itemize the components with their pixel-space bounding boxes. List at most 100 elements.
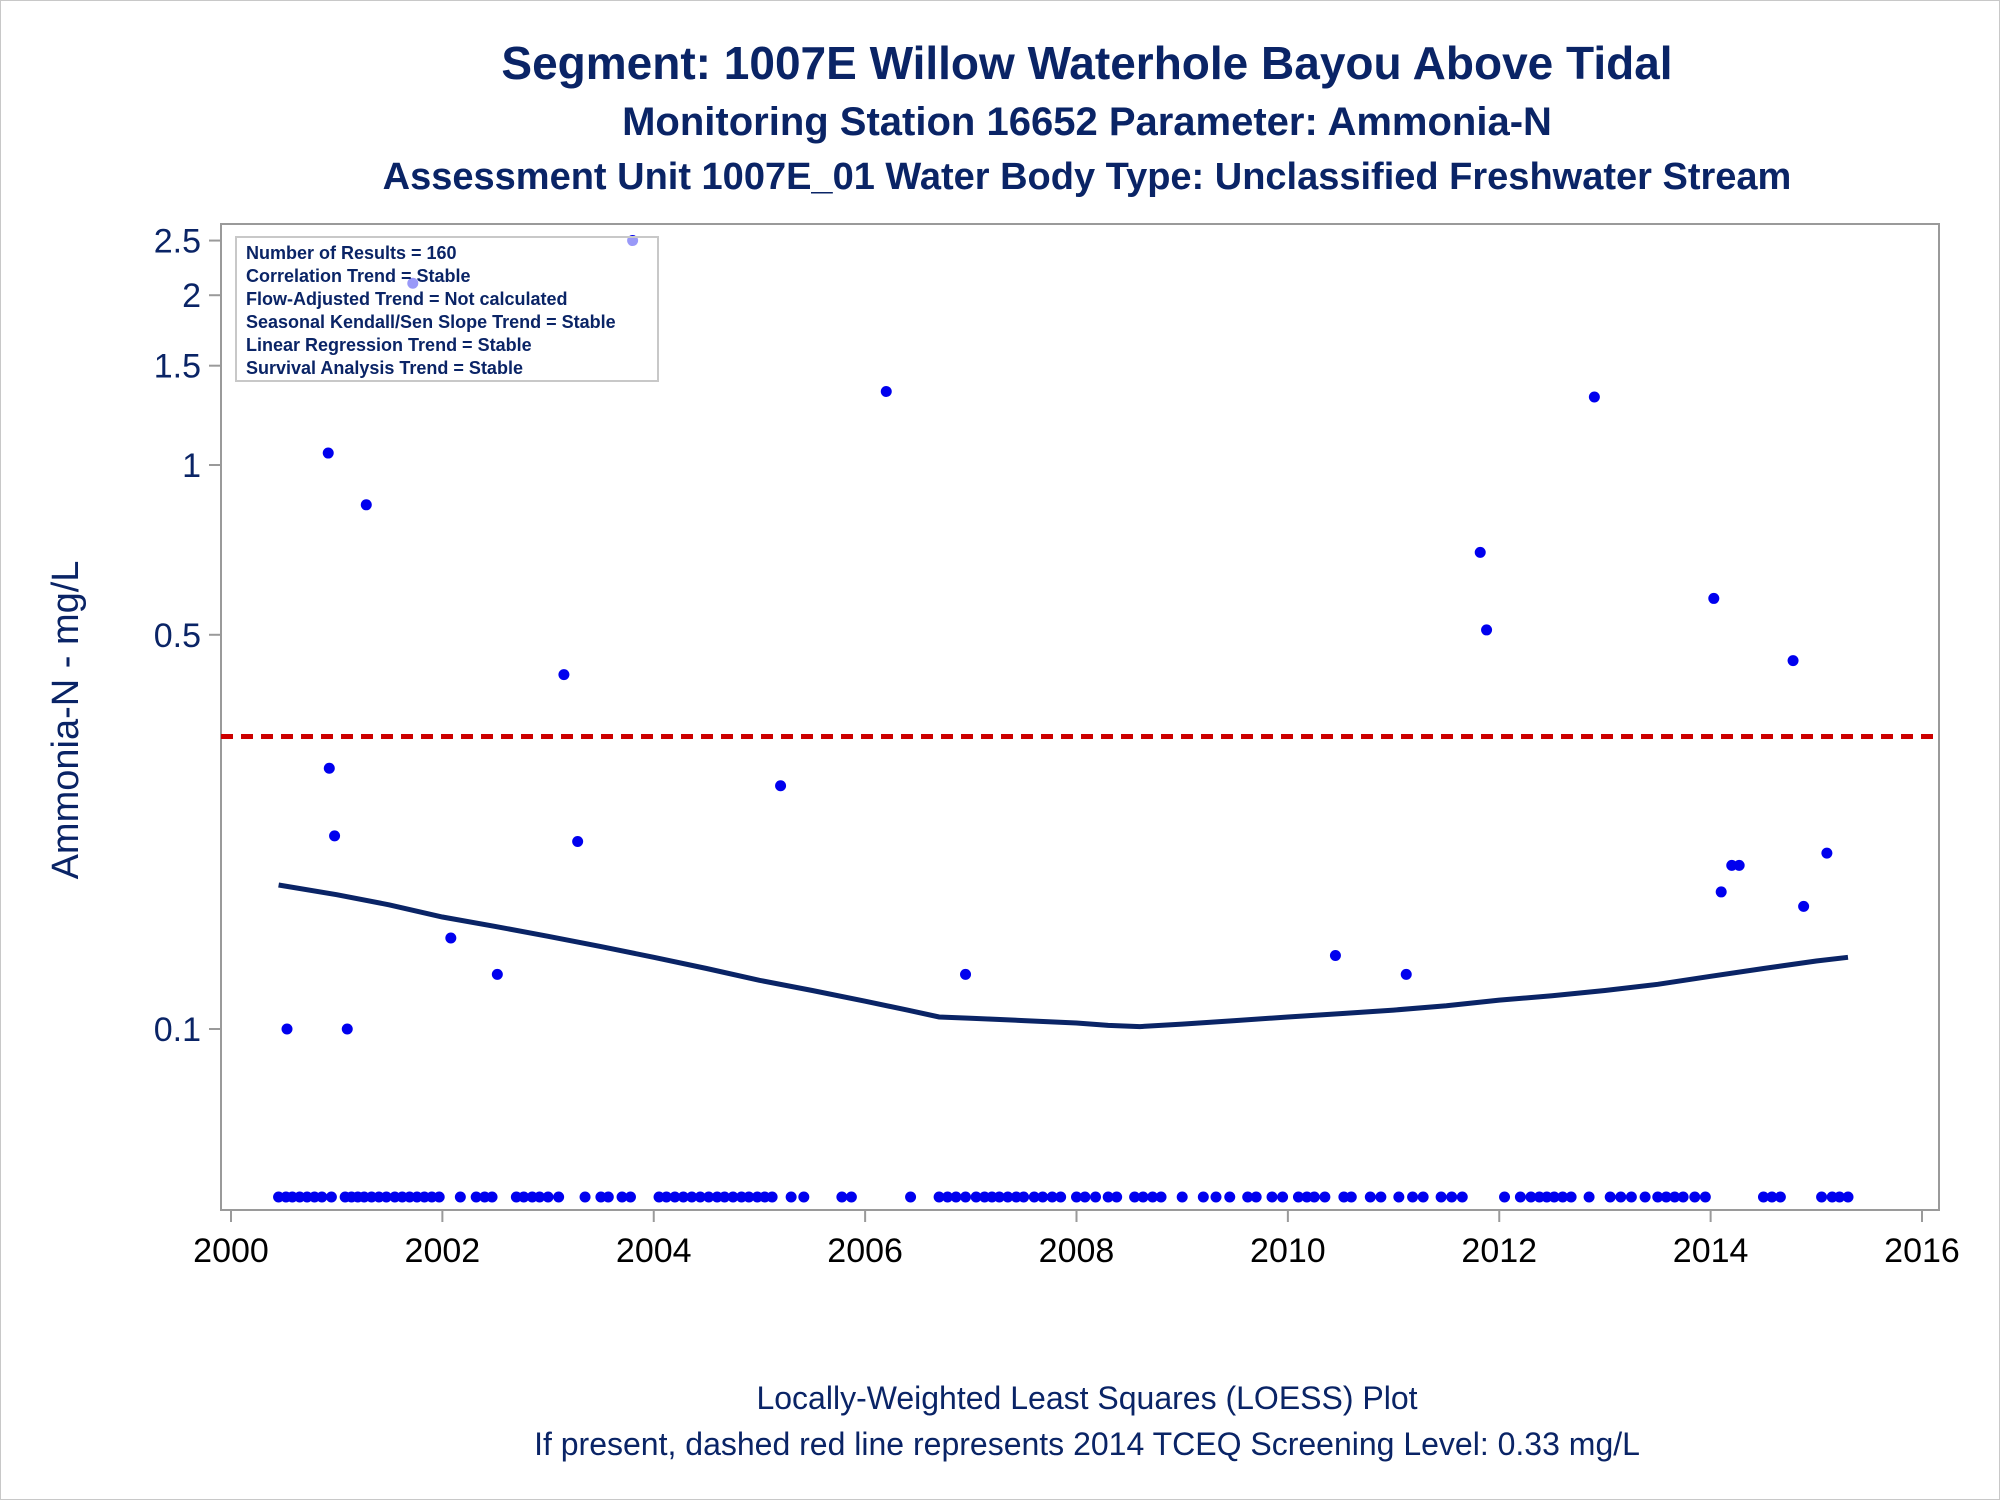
y-tick-label: 2 bbox=[182, 277, 201, 315]
data-point bbox=[281, 1023, 293, 1035]
y-tick-label: 2.5 bbox=[154, 223, 201, 261]
non-detect-point bbox=[1689, 1191, 1701, 1203]
non-detect-point bbox=[1393, 1191, 1405, 1203]
x-tick-label: 2004 bbox=[616, 1232, 692, 1270]
non-detect-point bbox=[1525, 1191, 1537, 1203]
y-tick-label: 1.5 bbox=[154, 348, 201, 386]
data-point bbox=[880, 385, 892, 397]
non-detect-point bbox=[1565, 1191, 1577, 1203]
plot-area-frame bbox=[220, 223, 1940, 1211]
x-tick-label: 2012 bbox=[1461, 1232, 1537, 1270]
non-detect-point bbox=[993, 1191, 1005, 1203]
non-detect-point bbox=[1319, 1191, 1331, 1203]
non-detect-point bbox=[1417, 1191, 1429, 1203]
non-detect-point bbox=[616, 1191, 628, 1203]
non-detect-point bbox=[1499, 1191, 1511, 1203]
non-detect-point bbox=[553, 1191, 565, 1203]
non-detect-point bbox=[686, 1191, 698, 1203]
non-detect-point bbox=[1129, 1191, 1141, 1203]
non-detect-point bbox=[1155, 1191, 1167, 1203]
non-detect-point bbox=[1046, 1191, 1058, 1203]
data-point bbox=[558, 669, 570, 681]
non-detect-point bbox=[1090, 1191, 1102, 1203]
non-detect-point bbox=[1834, 1191, 1846, 1203]
non-detect-point bbox=[534, 1191, 546, 1203]
non-detect-point bbox=[624, 1191, 636, 1203]
x-tick-label: 2014 bbox=[1673, 1232, 1749, 1270]
non-detect-point bbox=[785, 1191, 797, 1203]
non-detect-point bbox=[933, 1191, 945, 1203]
data-point bbox=[1821, 847, 1833, 859]
non-detect-point bbox=[1652, 1191, 1664, 1203]
loess-curve bbox=[278, 882, 1849, 1030]
non-detect-point bbox=[1757, 1191, 1769, 1203]
data-point bbox=[341, 1023, 353, 1035]
non-detect-point bbox=[433, 1191, 445, 1203]
data-point bbox=[572, 836, 584, 848]
non-detect-point bbox=[518, 1191, 530, 1203]
non-detect-point bbox=[1224, 1191, 1236, 1203]
non-detect-point bbox=[905, 1191, 917, 1203]
non-detect-point bbox=[1677, 1191, 1689, 1203]
non-detect-point bbox=[1669, 1191, 1681, 1203]
non-detect-point bbox=[1102, 1191, 1114, 1203]
non-detect-point bbox=[1699, 1191, 1711, 1203]
non-detect-point bbox=[1816, 1191, 1828, 1203]
data-point bbox=[1588, 391, 1600, 403]
chart-title: Segment: 1007E Willow Waterhole Bayou Ab… bbox=[501, 37, 1673, 89]
data-point bbox=[322, 447, 334, 459]
x-tick-label: 2010 bbox=[1250, 1232, 1326, 1270]
non-detect-point bbox=[1292, 1191, 1304, 1203]
data-point bbox=[1708, 592, 1720, 604]
non-detect-point bbox=[1435, 1191, 1447, 1203]
non-detect-point bbox=[454, 1191, 466, 1203]
non-detect-point bbox=[1176, 1191, 1188, 1203]
data-point bbox=[1798, 900, 1810, 912]
non-detect-point bbox=[1660, 1191, 1672, 1203]
non-detect-point bbox=[542, 1191, 554, 1203]
data-point bbox=[445, 932, 457, 944]
x-tick-label: 2000 bbox=[193, 1232, 269, 1270]
non-detect-point bbox=[669, 1191, 681, 1203]
non-detect-point bbox=[1055, 1191, 1067, 1203]
x-tick-label: 2008 bbox=[1039, 1232, 1115, 1270]
y-tick-label: 1 bbox=[182, 447, 201, 485]
non-detect-point bbox=[316, 1191, 328, 1203]
non-detect-point bbox=[970, 1191, 982, 1203]
trend-info-line: Seasonal Kendall/Sen Slope Trend = Stabl… bbox=[246, 312, 616, 332]
non-detect-point bbox=[1250, 1191, 1262, 1203]
non-detect-point bbox=[1407, 1191, 1419, 1203]
data-point bbox=[775, 780, 787, 792]
data-point bbox=[491, 968, 503, 980]
non-detect-point bbox=[1111, 1191, 1123, 1203]
non-detect-point bbox=[766, 1191, 778, 1203]
non-detect-point bbox=[1018, 1191, 1030, 1203]
non-detect-point bbox=[1364, 1191, 1376, 1203]
trend-info-line: Linear Regression Trend = Stable bbox=[246, 335, 532, 355]
non-detect-point bbox=[1242, 1191, 1254, 1203]
non-detect-point bbox=[1308, 1191, 1320, 1203]
non-detect-point bbox=[1197, 1191, 1209, 1203]
trend-info-line: Survival Analysis Trend = Stable bbox=[246, 358, 523, 378]
non-detect-point bbox=[1446, 1191, 1458, 1203]
data-point bbox=[1715, 886, 1727, 898]
chart-subtitle: Monitoring Station 16652 Parameter: Ammo… bbox=[622, 100, 1552, 144]
non-detect-point bbox=[1137, 1191, 1149, 1203]
non-detect-point bbox=[1774, 1191, 1786, 1203]
non-detect-point bbox=[1037, 1191, 1049, 1203]
non-detect-point bbox=[950, 1191, 962, 1203]
non-detect-point bbox=[845, 1191, 857, 1203]
y-tick-label: 0.5 bbox=[154, 617, 201, 655]
trend-info-line: Flow-Adjusted Trend = Not calculated bbox=[246, 289, 568, 309]
non-detect-point bbox=[1639, 1191, 1651, 1203]
non-detect-point bbox=[1548, 1191, 1560, 1203]
data-point bbox=[360, 499, 372, 511]
x-tick-label: 2002 bbox=[405, 1232, 481, 1270]
non-detect-point bbox=[960, 1191, 972, 1203]
trend-info-line: Correlation Trend = Stable bbox=[246, 266, 471, 286]
non-detect-point bbox=[1345, 1191, 1357, 1203]
data-point bbox=[323, 762, 335, 774]
non-detect-point bbox=[1514, 1191, 1526, 1203]
non-detect-point bbox=[486, 1191, 498, 1203]
